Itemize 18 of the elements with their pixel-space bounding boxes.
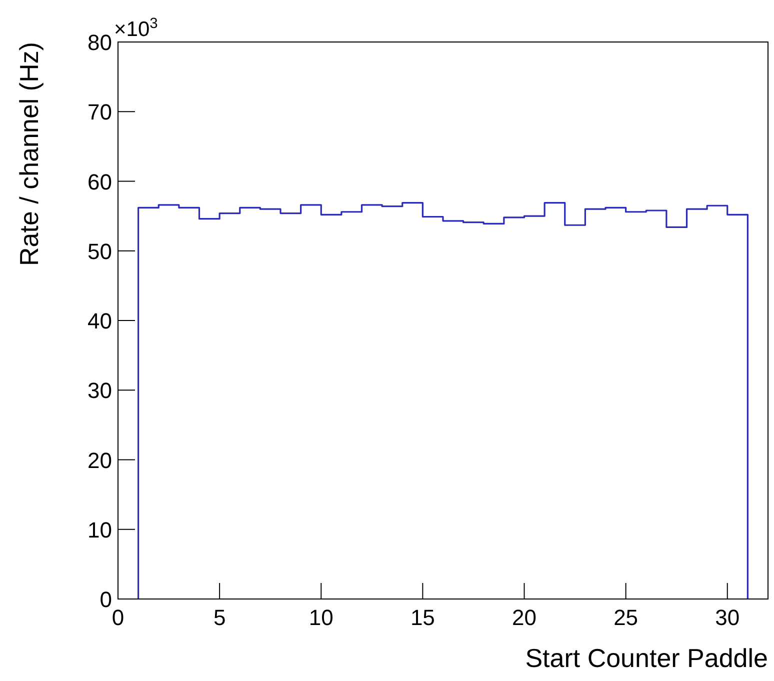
- y-tick-label: 0: [100, 587, 112, 612]
- y-tick-label: 10: [88, 517, 112, 542]
- y-tick-label: 50: [88, 238, 112, 264]
- x-tick-label: 20: [512, 605, 536, 630]
- y-axis-title: Rate / channel (Hz): [14, 42, 44, 266]
- y-tick-label: 80: [88, 30, 112, 55]
- text: ×10$^{3}$: [114, 16, 158, 41]
- y-tick-label: 20: [88, 448, 112, 473]
- x-tick-label: 30: [715, 605, 740, 630]
- y-tick-label: 70: [88, 100, 112, 125]
- y-tick-label: 60: [88, 169, 112, 194]
- y-tick-label: 40: [88, 308, 112, 334]
- x-tick-label: 25: [614, 605, 638, 630]
- x-tick-label: 10: [308, 605, 334, 630]
- x-tick-label: 5: [213, 605, 226, 630]
- x-tick-label: 15: [410, 605, 435, 630]
- x-axis-title: Start Counter Paddle: [525, 643, 768, 673]
- y-tick-label: 30: [88, 378, 112, 404]
